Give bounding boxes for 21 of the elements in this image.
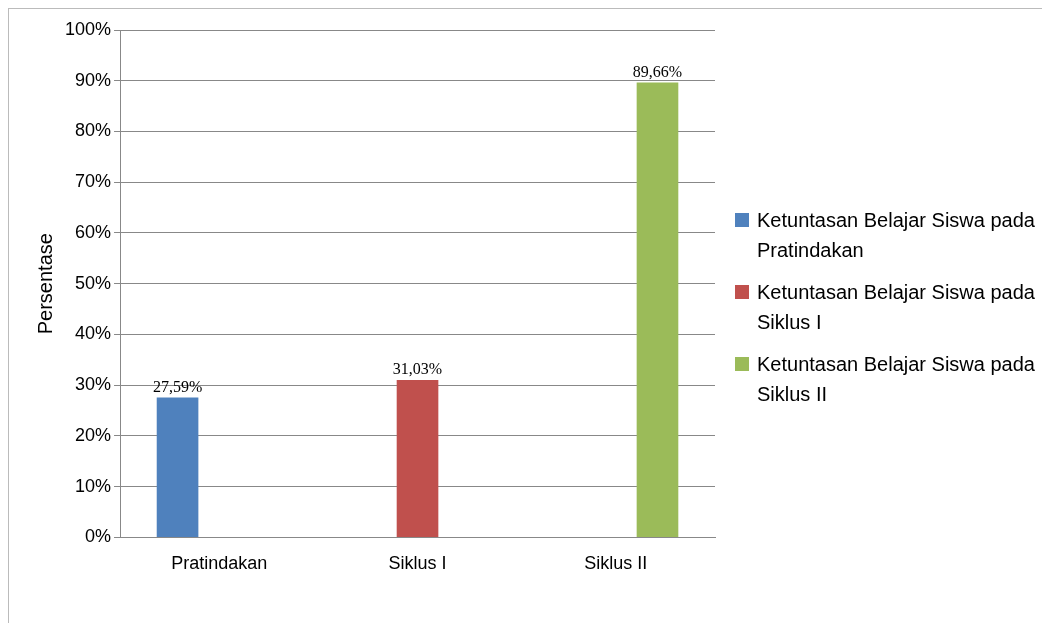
data-label: 27,59% [152, 377, 203, 395]
y-axis-title: Persentase [33, 233, 56, 335]
y-tick-label: 50% [75, 272, 112, 293]
y-tick-label: 40% [75, 323, 112, 344]
y-tick-label: 70% [75, 171, 112, 192]
x-tick-label: Siklus I [388, 553, 447, 574]
data-label: 31,03% [392, 360, 443, 378]
y-tick-label: 100% [64, 18, 112, 39]
x-tick-label: Pratindakan [171, 553, 268, 574]
y-tick-label: 0% [85, 526, 112, 547]
x-tick-label: Siklus II [584, 553, 648, 574]
y-tick-label: 20% [75, 424, 112, 445]
y-tick-label: 90% [75, 69, 112, 90]
legend-label: Ketuntasan Belajar Siswa pada Siklus I [757, 280, 1035, 335]
y-tick-label: 10% [75, 475, 112, 496]
y-tick-label: 60% [75, 221, 112, 242]
data-label: 89,66% [632, 62, 683, 80]
y-tick-label: 30% [75, 374, 112, 395]
legend-label: Ketuntasan Belajar Siswa pada Pratindakan [757, 208, 1035, 263]
y-tick-label: 80% [75, 120, 112, 141]
legend-label: Ketuntasan Belajar Siswa pada Siklus II [757, 352, 1035, 407]
